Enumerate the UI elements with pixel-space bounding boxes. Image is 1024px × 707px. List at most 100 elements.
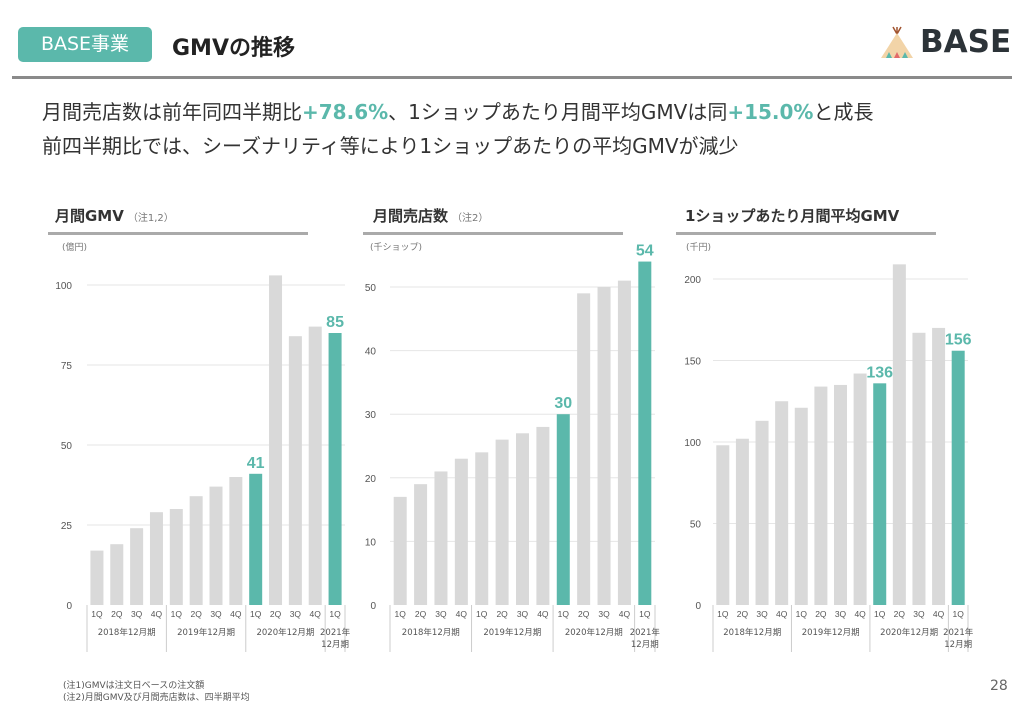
x-tick-label: 3Q [435, 609, 447, 619]
x-tick-label: 4Q [776, 609, 788, 619]
x-tick-label: 1Q [329, 609, 341, 619]
bar [892, 264, 906, 605]
bar [434, 471, 448, 605]
chart-title-text: 月間GMV [55, 207, 124, 225]
bar [794, 407, 808, 605]
bar [110, 544, 124, 605]
lead-text: 月間売店数は前年同四半期比 [42, 100, 302, 124]
y-tick-label: 50 [365, 283, 377, 294]
x-group-label: 2021年 [630, 627, 661, 638]
chart-note: （注1,2） [127, 213, 174, 224]
bar [149, 512, 163, 605]
bar [393, 496, 407, 605]
x-tick-label: 4Q [854, 609, 866, 619]
x-group-label: 2018年12月期 [98, 627, 156, 638]
y-tick-label: 30 [365, 410, 377, 421]
x-tick-label: 3Q [517, 609, 529, 619]
x-tick-label: 2Q [270, 609, 282, 619]
y-tick-label: 20 [365, 474, 377, 485]
x-tick-label: 4Q [310, 609, 322, 619]
chart-title-rule [676, 232, 936, 235]
chart-title-text: 1ショップあたり月間平均GMV [685, 207, 900, 225]
x-group-label: 2018年12月期 [723, 627, 781, 638]
y-axis-unit: (千ショップ) [370, 243, 423, 253]
bar [556, 414, 570, 605]
x-tick-label: 1Q [874, 609, 886, 619]
x-group-label: 2019年12月期 [177, 627, 235, 638]
chart-title-rule [48, 232, 308, 235]
x-group-label: 2020年12月期 [256, 627, 314, 638]
bar [834, 384, 847, 605]
x-tick-label: 1Q [395, 609, 407, 619]
x-tick-label: 3Q [210, 609, 222, 619]
bar [288, 336, 302, 605]
x-group-label: 2021年 [320, 627, 351, 638]
x-tick-label: 3Q [835, 609, 847, 619]
x-tick-label: 3Q [598, 609, 610, 619]
x-tick-label: 1Q [558, 609, 570, 619]
x-tick-label: 1Q [91, 609, 103, 619]
bar [735, 438, 749, 605]
x-tick-label: 1Q [796, 609, 808, 619]
x-group-label: 2020年12月期 [880, 627, 938, 638]
x-group-label: 12月期 [631, 640, 659, 650]
bar [873, 383, 887, 605]
x-tick-label: 2Q [415, 609, 427, 619]
y-tick-label: 100 [55, 281, 72, 292]
bar [189, 496, 203, 605]
y-tick-label: 0 [695, 601, 701, 612]
x-group-label: 2018年12月期 [402, 627, 460, 638]
x-tick-label: 2Q [496, 609, 508, 619]
bar [755, 420, 769, 605]
bar [516, 433, 529, 605]
x-tick-label: 3Q [913, 609, 925, 619]
bar [454, 458, 468, 605]
x-tick-label: 1Q [639, 609, 651, 619]
data-label: 41 [247, 455, 265, 472]
y-tick-label: 0 [66, 601, 72, 612]
bar [328, 333, 342, 605]
x-tick-label: 3Q [756, 609, 768, 619]
highlight-stores-growth: +78.6% [302, 100, 389, 124]
x-tick-label: 4Q [537, 609, 549, 619]
y-tick-label: 0 [370, 601, 376, 612]
bar [814, 386, 828, 605]
bar [495, 439, 509, 605]
x-tick-label: 4Q [456, 609, 468, 619]
bar [951, 350, 965, 605]
x-tick-label: 1Q [171, 609, 183, 619]
x-tick-label: 1Q [717, 609, 729, 619]
base-logo-icon [881, 26, 913, 58]
y-tick-label: 40 [365, 347, 377, 358]
page-number: 28 [990, 678, 1008, 694]
lead-text: 、1ショップあたり月間平均GMVは同 [388, 100, 728, 124]
x-tick-label: 4Q [933, 609, 945, 619]
footnote-1: (注1)GMVは注文日ベースの注文額 [63, 681, 205, 691]
x-tick-label: 2Q [578, 609, 590, 619]
chart-title-stores: 月間売店数 （注2） [373, 205, 488, 226]
x-tick-label: 3Q [131, 609, 143, 619]
x-group-label: 12月期 [321, 640, 349, 650]
x-tick-label: 2Q [894, 609, 906, 619]
page-title: GMVの推移 [172, 36, 295, 61]
chart-title-gmv: 月間GMV （注1,2） [55, 205, 174, 226]
y-tick-label: 75 [61, 361, 73, 372]
bar [269, 275, 283, 605]
y-tick-label: 25 [61, 521, 73, 532]
x-group-label: 12月期 [944, 640, 972, 650]
bar [90, 550, 104, 605]
bar [617, 280, 631, 605]
chart-title-rule [363, 232, 623, 235]
y-tick-label: 150 [684, 357, 701, 368]
bar [308, 326, 322, 605]
chart-note: （注2） [452, 213, 489, 224]
header-divider [12, 76, 1012, 79]
bar [853, 373, 867, 605]
logo-text: BASE [920, 24, 1012, 60]
bar [597, 287, 611, 605]
data-label: 85 [326, 314, 344, 331]
x-group-label: 2019年12月期 [483, 627, 541, 638]
chart-title-text: 月間売店数 [373, 207, 449, 225]
highlight-gmv-growth: +15.0% [727, 100, 814, 124]
